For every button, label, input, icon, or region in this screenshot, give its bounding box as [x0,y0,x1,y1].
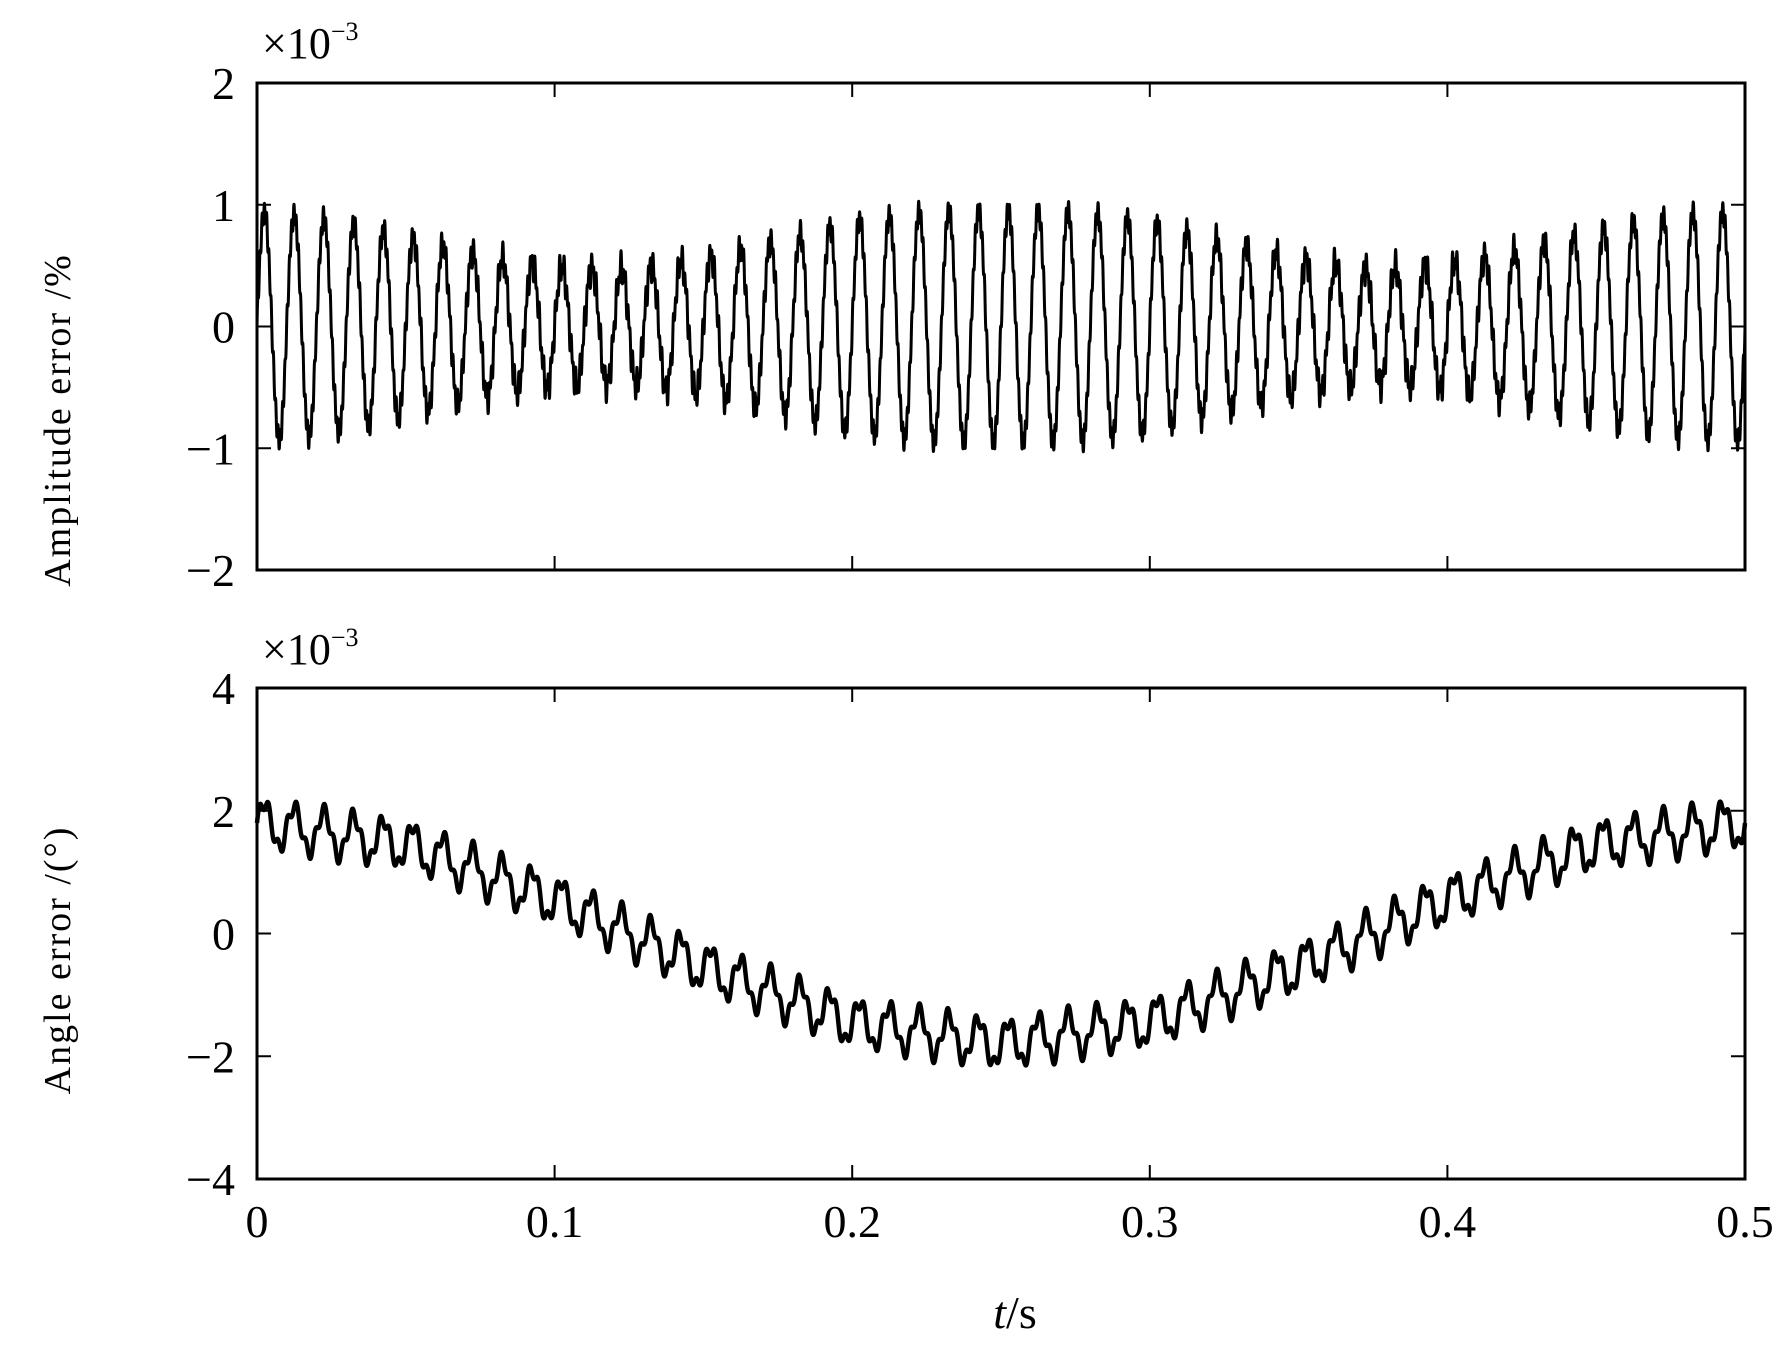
bottom-xtick-label-5: 0.5 [1716,1196,1774,1247]
bottom-ytick-label-1: −2 [186,1031,235,1082]
bottom-plot-frame [255,686,1747,1181]
bottom-xtick-label-4: 0.4 [1419,1196,1477,1247]
bottom-tick-marks [256,687,1746,1180]
top-ytick-label-2: 0 [212,302,235,353]
top-ytick-label-1: −1 [186,423,235,474]
bottom-data-line [254,799,1748,1068]
bottom-panel: −4 −2 0 2 4 0 0.1 0.2 0.3 0.4 0.5 ×10−3 t/s [186,623,1774,1338]
bottom-series-group [254,799,1748,1068]
x-axis-label: t/s [993,1287,1036,1338]
bottom-xtick-label-3: 0.3 [1121,1196,1179,1247]
bottom-xtick-label-2: 0.2 [823,1196,881,1247]
bottom-exponent-label: ×10−3 [262,623,359,674]
top-ytick-labels: −2 −1 0 1 2 [186,58,235,596]
top-tick-marks [256,82,1746,571]
bottom-ytick-label-0: −4 [186,1154,235,1205]
bottom-ytick-labels: −4 −2 0 2 4 [186,663,235,1205]
top-exponent-label: ×10−3 [262,17,359,68]
top-data-line [255,199,1747,454]
top-ytick-label-3: 1 [212,180,235,231]
top-panel: −2 −1 0 1 2 ×10−3 [186,17,1747,596]
top-ytick-label-0: −2 [186,545,235,596]
bottom-ytick-label-4: 4 [212,663,235,714]
bottom-y-axis-label: Angle error /(°) [37,826,79,1095]
bottom-xtick-labels: 0 0.1 0.2 0.3 0.4 0.5 [246,1196,1774,1247]
bottom-xtick-label-0: 0 [246,1196,269,1247]
bottom-ytick-label-3: 2 [212,786,235,837]
bottom-ytick-label-2: 0 [212,909,235,960]
top-ytick-label-4: 2 [212,58,235,109]
bottom-xtick-label-1: 0.1 [526,1196,584,1247]
top-series-group [255,199,1747,454]
top-y-axis-label: Amplitude error /% [37,253,79,587]
